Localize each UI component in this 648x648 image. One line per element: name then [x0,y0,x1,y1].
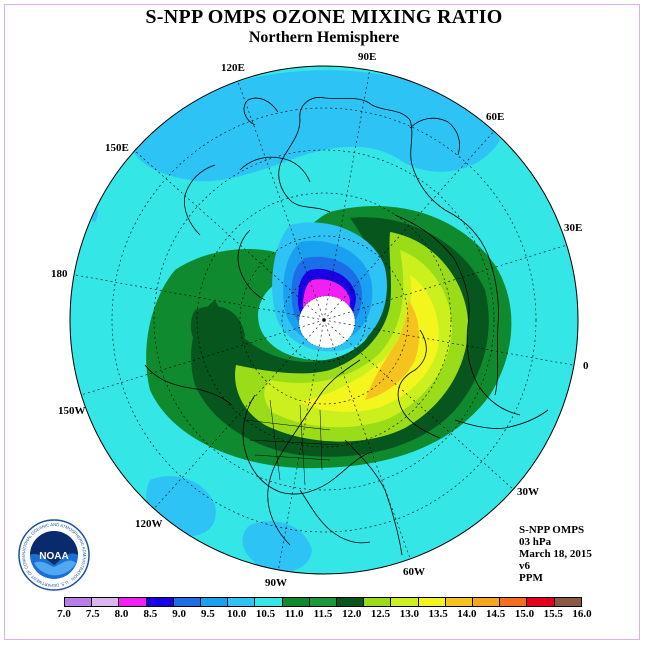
contour-14-0 [365,300,420,400]
coastlines [144,97,549,556]
colorbar-swatch [146,598,174,606]
colorbar-swatch [119,598,147,606]
lon-label-60w: 60W [403,566,425,578]
map-subtitle: Northern Hemisphere [248,29,400,46]
colorbar-swatch [554,598,581,606]
colorbar-tick-label: 10.5 [255,608,276,620]
colorbar-tick-label: 15.0 [514,608,535,620]
logo-text: NOAA [39,551,68,562]
lon-label-90e: 90E [358,51,377,63]
colorbar-swatch [445,598,474,606]
colorbar-swatch [337,598,365,606]
lon-label-90w: 90W [265,577,287,589]
colorbar-tick-label: 7.0 [57,608,71,620]
lon-label-30w: 30W [517,486,539,498]
colorbar-swatch [173,598,202,606]
colorbar-swatch [527,598,555,606]
contour-10-5-south [242,521,312,572]
colorbar-tick-label: 14.5 [486,608,506,620]
colorbar-swatch [391,598,419,606]
no-data-polar-night [299,296,355,348]
colorbar-swatch [309,598,338,606]
instrument-label: S-NPP OMPS [519,524,585,536]
colorbar-tick-label: 10.0 [227,608,247,620]
colorbar-tick-label: 12.5 [370,608,391,620]
colorbar-tick-label: 14.0 [457,608,477,620]
colorbar-swatch [282,598,310,606]
pressure-level-label: 03 hPa [519,536,552,548]
colorbar-tick-label: 11.0 [284,608,304,620]
colorbar [64,597,582,607]
colorbar-swatch [255,598,283,606]
colorbar-swatch [500,598,528,606]
units-label: PPM [519,572,543,584]
contour-12-0-west [190,306,245,359]
colorbar-tick-label: 8.5 [143,608,158,620]
lon-label-180: 180 [51,268,68,280]
colorbar-swatch [92,598,120,606]
colorbar-tick-label: 7.5 [85,608,100,620]
latitude-circles [111,107,537,533]
colorbar-tick-label: 9.0 [172,608,186,620]
colorbar-swatch [473,598,501,606]
contour-10-5-north [128,70,500,182]
meridians [70,67,578,573]
colorbar-swatch [201,598,229,606]
contour-10-5-west [87,200,98,222]
colorbar-tick-label: 15.5 [543,608,563,620]
colorbar-tick-label: 9.5 [201,608,215,620]
colorbar-tick-label: 11.5 [313,608,333,620]
colorbar-swatch [228,598,256,606]
colorbar-swatch [65,598,93,606]
colorbar-tick-label: 13.0 [399,608,419,620]
version-label: v6 [519,560,530,572]
lon-label-120w: 120W [135,518,163,530]
plot-frame [4,4,640,640]
lon-label-150e: 150E [105,142,129,154]
lon-label-150w: 150W [58,405,86,417]
noaa-logo-icon: NOAA NATIONAL OCEANIC AND ATMOSPHERIC AD… [18,519,90,591]
lon-label-60e: 60E [486,111,505,123]
map-boundary [69,65,579,575]
colorbar-tick-label: 13.5 [428,608,448,620]
lon-label-0: 0 [583,360,589,372]
product-info: S-NPP OMPS 03 hPa March 18, 2015 v6 PPM [519,524,592,584]
colorbar-ticks: 7.0 7.5 8.0 8.5 9.0 9.5 10.0 10.5 11.0 11.5 12.0 12… [57,608,592,622]
colorbar-tick-label: 8.0 [114,608,129,620]
colorbar-swatch [418,598,446,606]
colorbar-tick-label: 16.0 [572,608,592,620]
colorbar-tick-label: 12.0 [342,608,362,620]
borders [244,399,341,486]
map-title: S-NPP OMPS OZONE MIXING RATIO [145,6,503,28]
lon-label-120e: 120E [221,62,245,74]
colorbar-swatch [364,598,392,606]
lon-label-30e: 30E [564,222,583,234]
date-label: March 18, 2015 [519,548,592,560]
